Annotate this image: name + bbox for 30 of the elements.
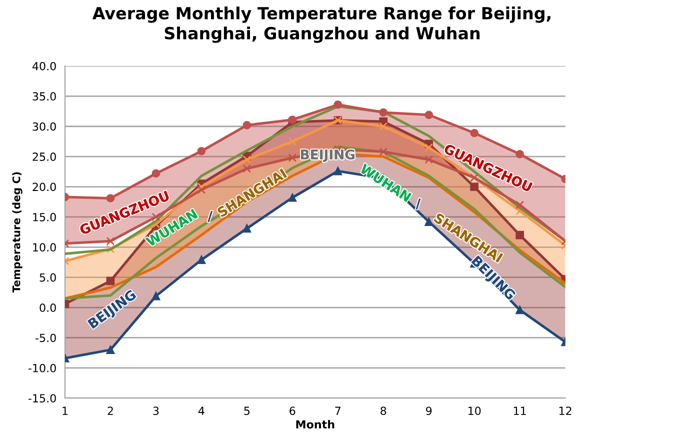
y-tick-label: 40.0 [32, 62, 56, 70]
y-tick-label: 20.0 [32, 182, 56, 192]
annotation: / [416, 198, 421, 210]
y-tick-label: 15.0 [33, 212, 56, 222]
y-tick-label: 35.0 [32, 92, 56, 101]
x-axis-title: Month [296, 420, 334, 429]
chart-title: Average Monthly Temperature Range for Beijing, Shanghai, Guangzhou and Wuhan [92, 6, 550, 43]
y-tick-label: 10.0 [33, 243, 56, 252]
y-tick-label: -10.0 [28, 364, 56, 372]
x-tick-label: 5 [244, 406, 250, 416]
x-tick-label: 2 [108, 406, 113, 415]
x-tick-label: 3 [153, 406, 159, 416]
y-tick-label: -5.0 [36, 334, 56, 342]
x-tick-label: 9 [426, 406, 432, 416]
y-tick-label: 5.0 [40, 273, 56, 282]
annotation: / [208, 211, 212, 222]
x-tick-label: 10 [468, 406, 481, 416]
x-tick-label: 8 [380, 406, 386, 416]
y-tick-label: 30.0 [32, 122, 56, 131]
x-tick-label: 12 [559, 406, 572, 415]
y-tick-label: 0.0 [40, 304, 56, 312]
y-tick-label: -15.0 [28, 394, 56, 402]
x-tick-label: 11 [514, 406, 526, 415]
y-tick-label: 25.0 [32, 152, 56, 161]
annotation: BEIJING [301, 150, 355, 162]
x-tick-label: 7 [335, 406, 340, 415]
x-tick-label: 4 [198, 406, 204, 415]
x-tick-label: 1 [62, 406, 68, 415]
y-axis-title: Temperature (deg C) [12, 172, 22, 293]
x-tick-label: 6 [290, 406, 296, 416]
